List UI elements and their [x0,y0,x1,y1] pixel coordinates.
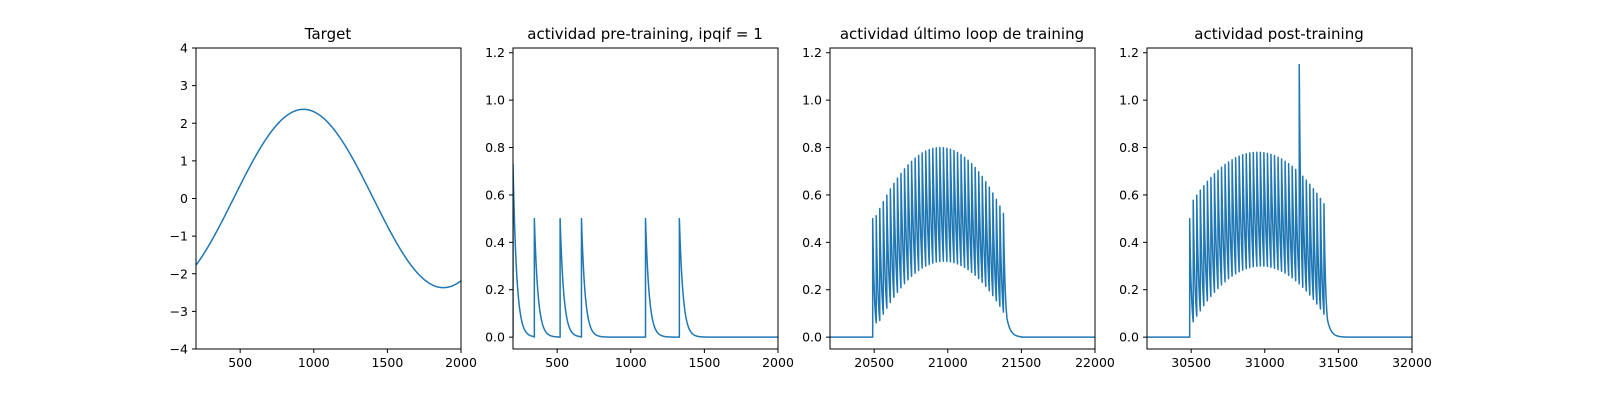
x-tick-label: 2000 [762,355,794,370]
y-tick-label: 1.2 [802,45,822,60]
x-tick-label: 1500 [688,355,720,370]
x-tick-label: 31000 [1245,355,1285,370]
y-tick-label: 0.2 [1119,282,1139,297]
y-tick-label: 1.0 [802,93,822,108]
y-tick-label: 0.8 [802,140,822,155]
panel-pre-training: actividad pre-training, ipqif = 1 500 100… [485,25,794,370]
y-tick-label: 0.6 [1119,187,1139,202]
plot-area: 500 1000 1500 2000 −4 −3 −2 −1 0 1 2 3 4 [170,41,477,371]
series-line [830,146,1095,338]
y-tick-label: 4 [180,41,188,56]
y-tick-label: 1.2 [485,45,505,60]
y-tick-label: 2 [180,116,188,131]
chart-title: actividad pre-training, ipqif = 1 [527,25,763,43]
series-line [513,163,778,338]
y-tick-label: −1 [170,229,188,244]
y-tick-label: 1 [180,153,188,168]
x-tick-label: 2000 [445,355,477,370]
chart-title: actividad post-training [1194,25,1363,43]
y-tick-label: 3 [180,78,188,93]
x-tick-label: 500 [545,355,569,370]
y-tick-label: 0.8 [485,140,505,155]
y-tick-label: −4 [170,342,188,357]
chart-title: actividad último loop de training [840,25,1084,43]
y-tick-label: 0.8 [1119,140,1139,155]
y-tick-label: 1.0 [485,93,505,108]
panel-post-training: actividad post-training 30500 31000 31500 3… [1119,25,1432,370]
panel-target: Target 500 1000 1500 2000 −4 −3 −2 −1 0 1 2 3 4 [170,25,477,370]
plot-area: 30500 31000 31500 32000 0.0 0.2 0.4 0.6 0.8 1.0 1.… [1119,45,1432,370]
axes-frame [512,47,779,350]
y-tick-label: 0.2 [802,282,822,297]
axes-frame [829,47,1096,350]
x-tick-label: 22000 [1075,355,1115,370]
x-tick-label: 21500 [1002,355,1042,370]
y-tick-label: 0.2 [485,282,505,297]
y-tick-label: −3 [170,304,188,319]
plot-area: 500 1000 1500 2000 0.0 0.2 0.4 0.6 0.8 1.0 1.2 [485,45,794,370]
y-tick-label: −2 [170,266,188,281]
x-tick-label: 1500 [371,355,403,370]
plot-area: 20500 21000 21500 22000 0.0 0.2 0.4 0.6 0.8 1.0 1.… [802,45,1115,370]
y-tick-label: 0.4 [485,235,505,250]
x-tick-label: 32000 [1392,355,1432,370]
x-tick-label: 20500 [854,355,894,370]
y-tick-label: 0.4 [1119,235,1139,250]
x-tick-label: 1000 [615,355,647,370]
y-tick-label: 0.6 [485,187,505,202]
y-tick-label: 0 [180,191,188,206]
x-tick-label: 500 [228,355,252,370]
x-tick-label: 21000 [928,355,968,370]
x-tick-label: 31500 [1319,355,1359,370]
axes-frame [1146,47,1413,350]
y-tick-label: 0.0 [485,330,505,345]
panel-last-training-loop: actividad último loop de training 20500 2… [802,25,1115,370]
series-line [196,108,461,289]
x-tick-label: 30500 [1171,355,1211,370]
y-tick-label: 1.2 [1119,45,1139,60]
series-line [1147,63,1412,338]
y-tick-label: 1.0 [1119,93,1139,108]
chart-title: Target [304,25,352,43]
y-tick-label: 0.0 [1119,330,1139,345]
y-tick-label: 0.0 [802,330,822,345]
x-tick-label: 1000 [298,355,330,370]
y-tick-label: 0.6 [802,187,822,202]
y-tick-label: 0.4 [802,235,822,250]
